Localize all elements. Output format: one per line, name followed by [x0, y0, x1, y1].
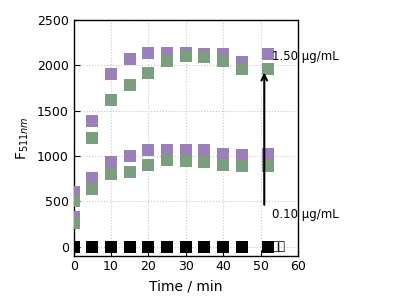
Point [145, 50, 152, 55]
Point [265, 51, 271, 56]
Point [220, 58, 226, 63]
Y-axis label: F$_{511nm}$: F$_{511nm}$ [15, 116, 31, 160]
Point [183, 54, 189, 59]
Point [89, 175, 96, 180]
Point [70, 190, 77, 195]
Point [239, 244, 245, 249]
Point [220, 152, 226, 156]
Point [201, 160, 208, 165]
Point [183, 244, 189, 249]
Point [145, 244, 152, 249]
Point [201, 51, 208, 56]
Point [201, 244, 208, 249]
Point [265, 244, 271, 249]
Point [89, 119, 96, 124]
Point [108, 172, 114, 176]
Point [201, 55, 208, 60]
Point [239, 164, 245, 168]
Text: 0.10 µg/mL: 0.10 µg/mL [272, 208, 339, 221]
Point [126, 244, 133, 249]
Point [89, 244, 96, 249]
Point [265, 152, 271, 156]
Point [126, 153, 133, 158]
Point [183, 50, 189, 55]
Point [126, 56, 133, 61]
Point [70, 244, 77, 249]
Point [108, 244, 114, 249]
Point [183, 148, 189, 153]
Text: 探针: 探针 [272, 240, 286, 253]
Point [239, 59, 245, 64]
Point [164, 50, 171, 55]
Point [89, 135, 96, 140]
Point [164, 147, 171, 152]
Point [183, 159, 189, 164]
Point [126, 170, 133, 175]
Point [108, 160, 114, 165]
Point [145, 163, 152, 168]
Point [239, 67, 245, 71]
Point [89, 186, 96, 191]
X-axis label: Time / min: Time / min [149, 279, 223, 293]
Point [145, 148, 152, 153]
Point [70, 221, 77, 225]
Point [70, 199, 77, 204]
Text: 1.50 µg/mL: 1.50 µg/mL [272, 50, 339, 63]
Point [201, 148, 208, 153]
Point [145, 71, 152, 76]
Point [265, 67, 271, 71]
Point [164, 158, 171, 163]
Point [164, 58, 171, 63]
Point [126, 83, 133, 88]
Point [220, 163, 226, 168]
Point [108, 72, 114, 77]
Point [220, 244, 226, 249]
Point [239, 152, 245, 157]
Point [220, 51, 226, 56]
Point [164, 244, 171, 249]
Point [265, 164, 271, 168]
Point [70, 214, 77, 219]
Point [108, 97, 114, 102]
